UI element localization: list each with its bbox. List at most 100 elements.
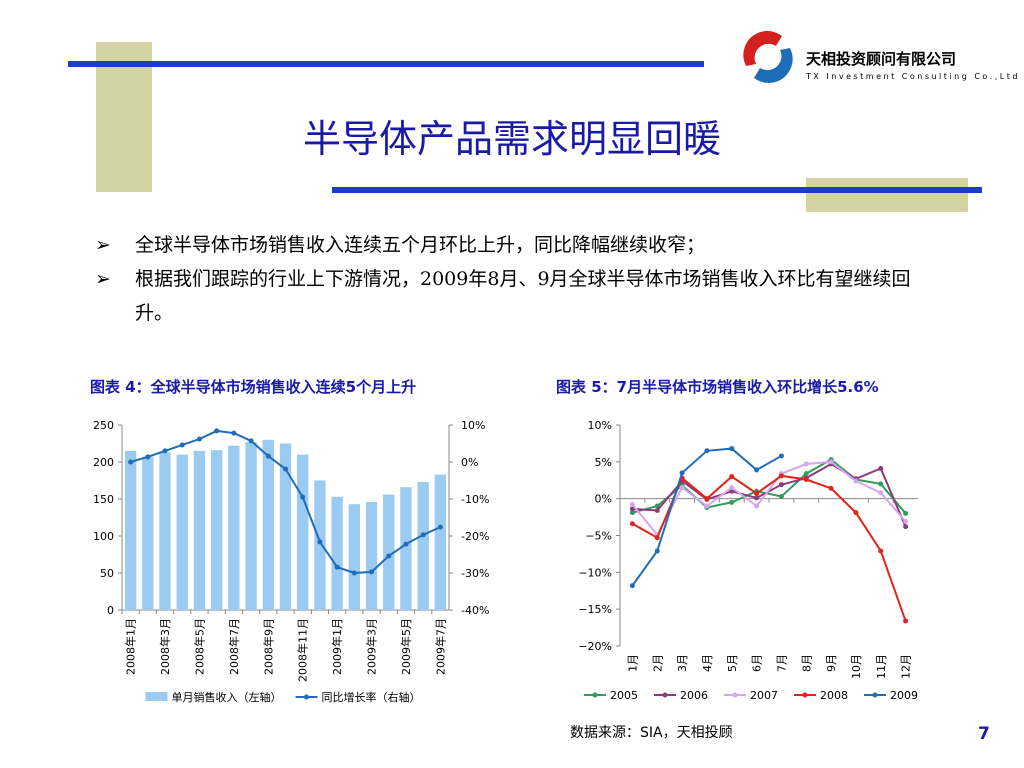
x-tick-label: 7月 <box>775 654 788 672</box>
y-tick-label: −10% <box>578 566 612 579</box>
marker <box>828 459 834 465</box>
x-tick-label: 12月 <box>900 654 913 679</box>
marker <box>803 477 809 483</box>
marker <box>853 478 859 484</box>
bar <box>142 456 154 610</box>
bar <box>210 450 223 610</box>
marker <box>903 524 909 530</box>
marker <box>704 503 710 509</box>
marker <box>629 506 635 512</box>
bar <box>383 494 395 610</box>
marker <box>903 618 909 624</box>
legend-swatch <box>872 692 878 698</box>
bar <box>228 445 240 610</box>
x-tick-label: 2月 <box>651 654 664 672</box>
x-tick-label: 2008年3月 <box>158 618 172 675</box>
marker <box>179 442 185 448</box>
marker <box>778 473 784 479</box>
marker <box>145 454 151 460</box>
y2-tick-label: 10% <box>461 419 485 432</box>
marker <box>629 510 635 516</box>
y-tick-label: 250 <box>93 419 114 432</box>
logo-sub: TX Investment Consulting Co.,Ltd <box>806 72 1020 81</box>
marker <box>196 436 202 442</box>
marker <box>729 499 735 505</box>
marker <box>386 553 392 559</box>
bar <box>434 474 447 610</box>
bar <box>314 480 326 610</box>
marker <box>300 494 306 500</box>
marker <box>729 474 735 480</box>
x-tick-label: 2008年1月 <box>124 618 138 675</box>
page-number: 7 <box>978 724 990 744</box>
marker <box>754 503 760 509</box>
marker <box>903 510 909 516</box>
marker <box>317 539 323 545</box>
marker <box>334 564 340 570</box>
marker <box>420 532 426 538</box>
y-tick-label: 100 <box>93 530 114 543</box>
marker <box>403 541 409 547</box>
bar <box>124 450 137 610</box>
marker <box>265 453 271 459</box>
marker <box>214 428 220 434</box>
legend-label: 2006 <box>680 689 708 702</box>
legend-swatch <box>802 692 808 698</box>
y2-tick-label: -30% <box>461 567 489 580</box>
x-tick-label: 2008年11月 <box>296 618 310 682</box>
bar <box>297 454 309 610</box>
x-tick-label: 2009年3月 <box>365 618 379 675</box>
marker <box>283 466 288 472</box>
marker <box>878 465 884 471</box>
marker <box>351 570 357 576</box>
y-tick-label: 200 <box>93 456 114 469</box>
marker <box>679 470 685 476</box>
legend-label: 2007 <box>750 689 778 702</box>
marker <box>729 446 735 452</box>
marker <box>654 503 660 509</box>
y-tick-label: 5% <box>595 456 612 469</box>
x-tick-label: 2009年1月 <box>330 618 344 675</box>
marker <box>903 519 909 525</box>
y-tick-label: 150 <box>93 493 114 506</box>
marker <box>729 488 735 494</box>
bar <box>400 487 412 610</box>
x-tick-label: 5月 <box>726 654 739 672</box>
marker <box>853 510 859 516</box>
x-tick-label: 1月 <box>626 654 639 672</box>
logo-name: 天相投资顾问有限公司 <box>806 50 957 68</box>
x-tick-label: 2009年7月 <box>433 618 447 675</box>
legend-label: 单月销售收入（左轴） <box>172 690 282 704</box>
legend-label: 2008 <box>820 689 848 702</box>
marker <box>754 495 760 501</box>
deco <box>68 61 704 67</box>
marker <box>778 493 784 499</box>
y2-tick-label: -10% <box>461 493 489 506</box>
marker <box>704 448 710 454</box>
marker <box>878 481 884 487</box>
deco <box>332 187 982 193</box>
marker <box>654 535 660 541</box>
bar <box>262 439 274 610</box>
slide-title: 半导体产品需求明显回暖 <box>302 117 721 161</box>
bullet: 根据我们跟踪的行业上下游情况，2009年8月、9月全球半导体市场销售收入环比有望… <box>95 262 925 330</box>
marker <box>369 569 375 575</box>
y-tick-label: 50 <box>100 567 114 580</box>
bar <box>417 481 429 610</box>
marker <box>803 471 809 477</box>
line <box>631 447 782 587</box>
marker <box>437 524 443 530</box>
marker <box>778 482 784 488</box>
bar <box>159 452 171 610</box>
marker <box>654 507 660 513</box>
marker <box>754 491 760 497</box>
bullet: 全球半导体市场销售收入连续五个月环比上升，同比降幅继续收窄； <box>95 228 925 262</box>
line <box>631 460 907 537</box>
x-tick-label: 10月 <box>850 654 863 679</box>
y2-tick-label: -40% <box>461 604 489 617</box>
x-tick-label: 3月 <box>676 654 689 672</box>
marker <box>803 461 809 467</box>
marker <box>729 485 735 491</box>
marker <box>704 496 710 502</box>
